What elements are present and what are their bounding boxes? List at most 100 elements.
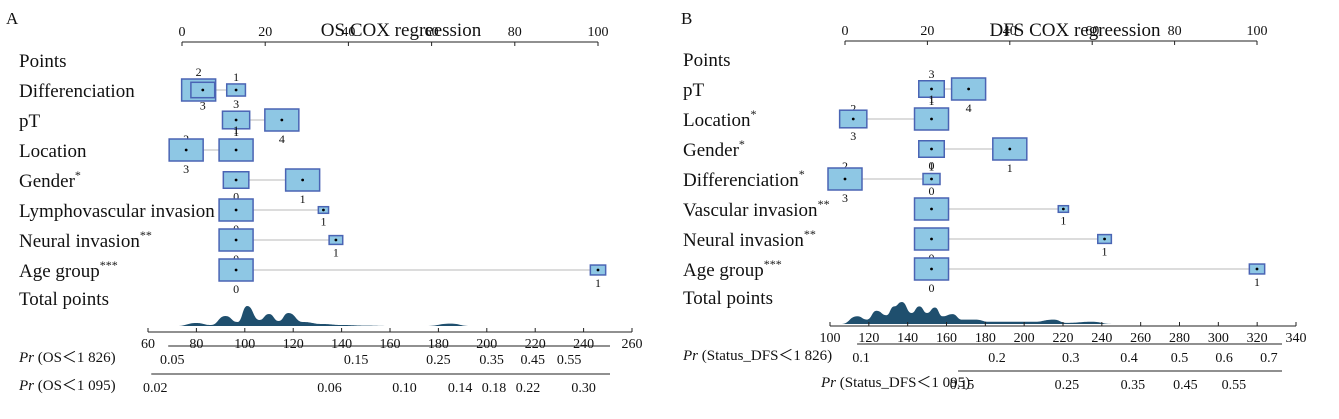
probability-label-text: (OS＜1 095) <box>38 378 116 394</box>
significance-mark: *** <box>764 257 782 271</box>
total-tick-label: 200 <box>1014 331 1035 346</box>
total-points-density <box>841 302 1112 324</box>
probability-tick-label: 0.02 <box>143 381 168 396</box>
level-dot <box>234 178 238 182</box>
variable-label: pT <box>19 111 41 132</box>
variable-row: Vascular invasion** 0 1 <box>683 184 1070 227</box>
probability-tick-label: 0.7 <box>1260 351 1278 366</box>
total-tick-label: 220 <box>1053 331 1074 346</box>
level-dot <box>967 87 970 91</box>
panel-label: A <box>6 9 19 28</box>
points-tick-label: 80 <box>508 25 522 40</box>
level-label: 0 <box>929 281 935 295</box>
total-points-label: Total points <box>19 289 109 310</box>
level-dot <box>1103 237 1106 241</box>
variable-label: Age group*** <box>683 257 782 281</box>
probability-tick-label: 0.25 <box>426 353 451 368</box>
points-tick-label: 60 <box>425 25 439 40</box>
probability-tick-label: 0.5 <box>1171 351 1189 366</box>
points-tick-label: 60 <box>1085 24 1099 39</box>
significance-mark: * <box>739 137 745 151</box>
level-label: 1 <box>233 123 239 137</box>
probability-tick-label: 0.18 <box>482 381 507 396</box>
variable-row: Gender*0 1 <box>683 137 1028 175</box>
points-tick-label: 20 <box>920 24 934 39</box>
level-label: 3 <box>850 129 856 143</box>
total-tick-label: 240 <box>573 337 594 352</box>
level-dot <box>234 118 238 122</box>
variable-label: Gender* <box>683 137 745 161</box>
variable-row: Neural invasion**01 <box>683 227 1113 265</box>
level-dot <box>930 87 933 91</box>
points-tick-label: 40 <box>1003 24 1017 39</box>
level-label: 0 <box>929 184 935 198</box>
level-label: 1 <box>233 125 239 139</box>
level-dot <box>930 237 933 241</box>
points-tick-label: 80 <box>1168 24 1182 39</box>
probability-tick-label: 0.4 <box>1120 351 1138 366</box>
probability-label-text: (OS＜1 826) <box>38 350 116 366</box>
variable-row: Location* 2 3 1 <box>683 94 950 143</box>
total-tick-label: 220 <box>525 337 546 352</box>
level-label: 1 <box>929 92 935 106</box>
total-tick-label: 160 <box>936 331 957 346</box>
level-label: 1 <box>595 276 601 290</box>
level-label: 0 <box>233 189 239 203</box>
level-label: 0 <box>929 158 935 172</box>
total-tick-label: 240 <box>1091 331 1112 346</box>
probability-tick-label: 0.30 <box>571 381 596 396</box>
variable-label: Location <box>19 141 87 162</box>
panel-label: B <box>681 9 692 28</box>
probability-axis: Pr (Status_DFS＜1 095)0.15 0.25 0.35 0.45 0.5… <box>820 370 1282 393</box>
level-dot <box>184 148 188 152</box>
total-tick-label: 100 <box>234 337 255 352</box>
level-label: 1 <box>333 245 339 259</box>
significance-mark: * <box>75 168 81 182</box>
total-tick-label: 300 <box>1208 331 1229 346</box>
points-tick-label: 0 <box>179 25 186 40</box>
level-label: 2 <box>842 159 848 173</box>
variable-row: Differenciation* 2 3 1 <box>683 159 941 205</box>
variable-row: pT 3 1 4 <box>19 97 300 146</box>
probability-tick-label: 0.2 <box>988 351 1006 366</box>
variable-label: Gender* <box>19 168 81 192</box>
variable-row: Location231 <box>19 125 254 176</box>
level-dot <box>843 177 847 181</box>
level-dot <box>596 268 600 272</box>
total-tick-label: 120 <box>858 331 879 346</box>
level-label: 4 <box>966 101 972 115</box>
total-tick-label: 340 <box>1286 331 1307 346</box>
level-label: 3 <box>842 191 848 205</box>
probability-tick-label: 0.6 <box>1215 351 1233 366</box>
level-dot <box>234 208 238 212</box>
total-tick-label: 280 <box>1169 331 1190 346</box>
level-dot <box>334 238 338 242</box>
points-tick-label: 0 <box>842 24 849 39</box>
variable-row: Differenciation 2 3 1 <box>19 65 247 113</box>
probability-tick-label: 0.15 <box>344 353 369 368</box>
total-tick-label: 140 <box>331 337 352 352</box>
significance-mark: * <box>799 167 805 181</box>
probability-axis-label: Pr (Status_DFS＜1 095) <box>820 375 970 391</box>
level-label: 3 <box>233 97 239 111</box>
total-tick-label: 160 <box>380 337 401 352</box>
variable-label: pT <box>683 80 705 101</box>
probability-axis-label: Pr (OS＜1 095) <box>18 378 116 394</box>
level-dot <box>201 88 205 92</box>
points-tick-label: 100 <box>1247 24 1268 39</box>
level-dot <box>1255 267 1259 271</box>
variable-label: Differenciation* <box>683 167 805 191</box>
total-tick-label: 80 <box>189 337 203 352</box>
probability-prefix: Pr <box>18 350 38 366</box>
level-label: 1 <box>929 94 935 108</box>
level-dot <box>930 267 933 271</box>
significance-mark: ** <box>140 228 152 242</box>
probability-tick-label: 0.45 <box>521 353 546 368</box>
level-dot <box>930 147 933 151</box>
level-dot <box>301 178 305 182</box>
significance-mark: ** <box>818 197 830 211</box>
probability-tick-label: 0.1 <box>852 351 870 366</box>
total-tick-label: 180 <box>428 337 449 352</box>
